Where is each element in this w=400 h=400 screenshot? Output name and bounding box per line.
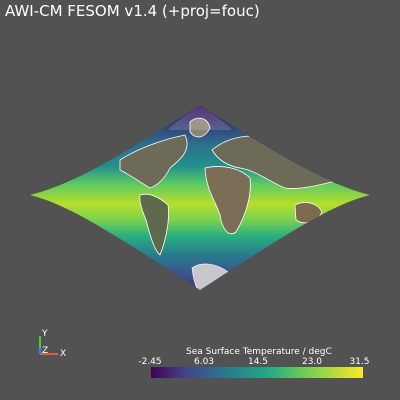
colorbar-title: Sea Surface Temperature / degC [186,347,332,357]
colorbar-ticks: -2.45 6.03 14.5 23.0 31.5 [138,357,370,368]
y-axis-label: Y [41,329,48,339]
colorbar [151,367,363,378]
north-america [119,134,188,189]
greenland [189,117,211,138]
axes-orientation-widget: Y Z X [38,329,66,359]
arctic-region [168,105,232,130]
z-axis-label: Z [42,346,48,356]
colorbar-tick: -2.45 [138,357,162,367]
south-america [139,193,169,256]
australia [294,202,323,224]
africa [204,166,251,235]
colorbar-tick: 31.5 [349,357,370,367]
colorbar-tick: 6.03 [193,357,215,367]
x-axis-label: X [60,349,66,359]
colorbar-tick: 23.0 [301,357,323,367]
antarctica [191,263,229,290]
plot-title: AWI-CM FESOM v1.4 (+proj=fouc) [5,2,260,20]
colorbar-tick: 14.5 [247,357,269,367]
